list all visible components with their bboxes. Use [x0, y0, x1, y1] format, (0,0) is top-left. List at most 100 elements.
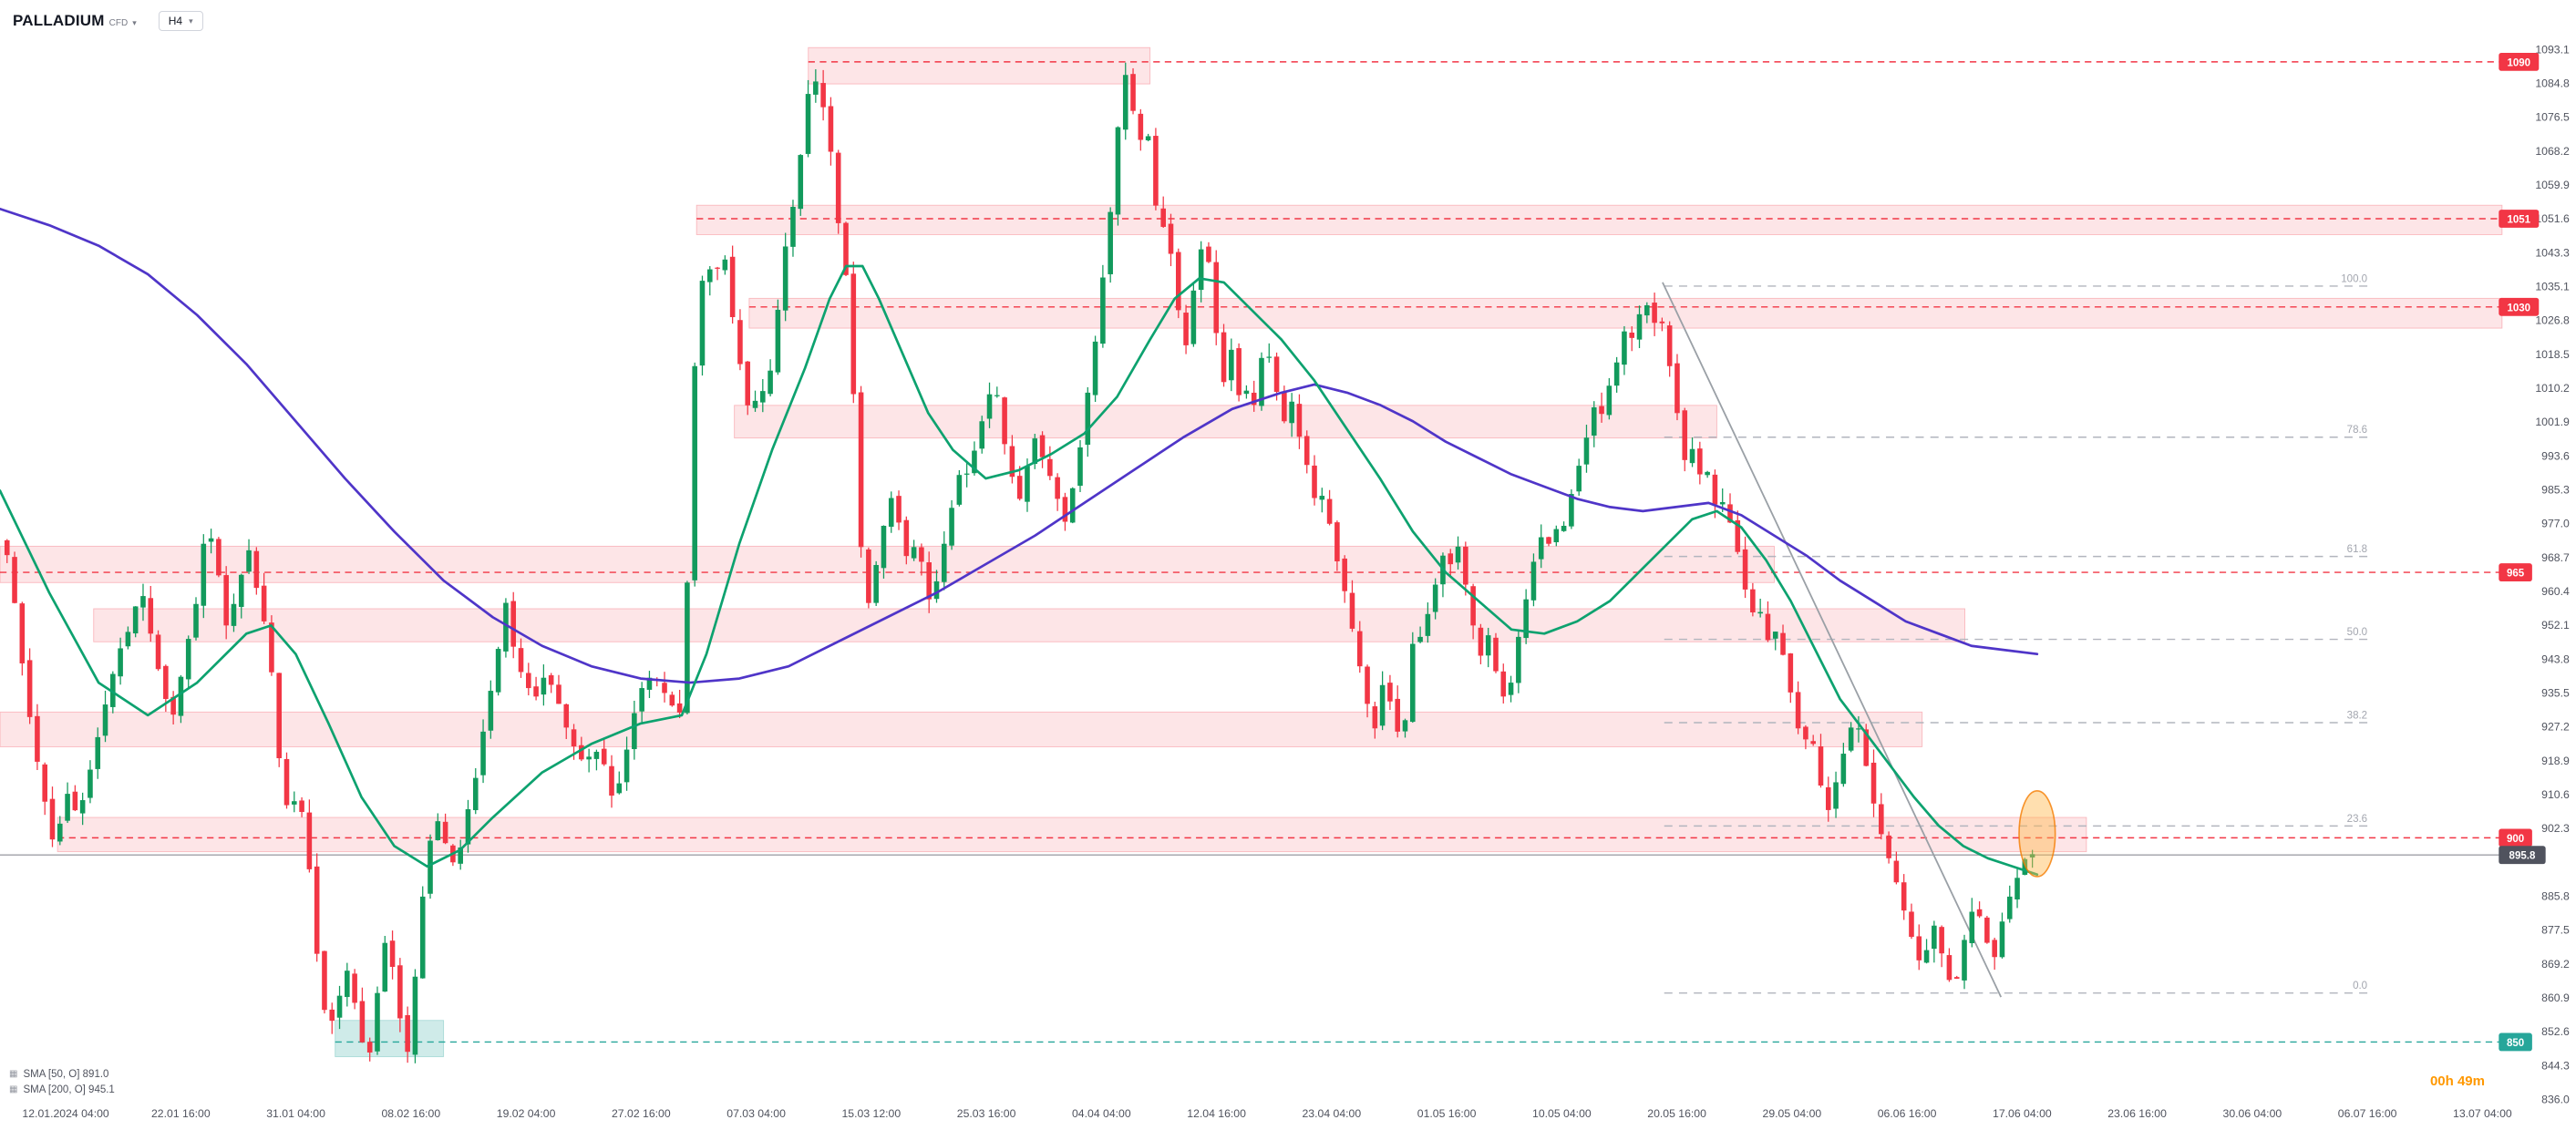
candle-body [745, 361, 751, 406]
chevron-down-icon: ▾ [189, 15, 193, 26]
candle-body [19, 603, 26, 663]
legend-row-sma200[interactable]: ▦ SMA [200, O] 945.1 [9, 1082, 115, 1097]
candle-body [979, 421, 985, 449]
candle-body [1508, 683, 1514, 695]
candle-body [1765, 613, 1771, 641]
y-axis-label: 985.3 [2541, 484, 2570, 497]
candle-body [828, 106, 834, 152]
x-axis-label: 07.03 04:00 [726, 1107, 786, 1120]
candle-body [510, 601, 517, 647]
fibonacci-retracement[interactable]: 100.0 78.6 61.8 50.0 38.2 23.6 0.0 [1664, 273, 2375, 994]
candle-body [1727, 504, 1733, 523]
candle-body [926, 562, 932, 600]
candle-body [412, 976, 418, 1055]
candle-body [843, 222, 849, 275]
candle-body [563, 704, 570, 728]
indicator-icon: ▦ [9, 1084, 18, 1094]
candle-body [336, 995, 343, 1018]
candle-body [1296, 404, 1303, 437]
candle-body [314, 866, 320, 954]
candle-body [231, 603, 237, 626]
symbol-name: PALLADIUM [13, 12, 105, 29]
fib-level-label: 100.0 [2341, 273, 2367, 284]
y-axis-label: 1059.9 [2535, 179, 2570, 191]
trend-line[interactable] [1662, 282, 2003, 998]
resistance-zone[interactable] [808, 46, 1151, 85]
candle-body [261, 585, 267, 622]
price-badge-label: 965 [2507, 569, 2525, 580]
y-axis-label: 1076.5 [2535, 111, 2570, 124]
price-badge [2499, 563, 2532, 581]
candle-body [49, 798, 56, 840]
candle-body [480, 731, 486, 776]
candle-body [1463, 546, 1468, 585]
price-badge-label: 1030 [2507, 303, 2530, 313]
candle-body [1493, 637, 1499, 672]
candle-body [1356, 631, 1363, 667]
resistance-zone[interactable] [748, 297, 2503, 329]
legend-row-sma50[interactable]: ▦ SMA [50, O] 891.0 [9, 1066, 115, 1082]
candle-body [1138, 113, 1144, 140]
price-zones [0, 46, 2503, 1058]
candle-body [715, 267, 720, 269]
timeframe-selector[interactable]: H4 ▾ [158, 11, 203, 31]
y-axis-label: 935.5 [2541, 687, 2570, 700]
candle-body [896, 496, 902, 523]
highlight-ellipse[interactable] [2018, 790, 2056, 878]
candle-body [345, 971, 350, 998]
candle-body [639, 688, 644, 712]
candle-body [329, 1009, 335, 1022]
x-axis-label: 01.05 16:00 [1417, 1107, 1477, 1120]
candle-body [1379, 684, 1386, 726]
candle-body [1750, 589, 1756, 613]
candle-body [269, 622, 274, 673]
candle-body [1092, 341, 1098, 396]
candle-body [986, 394, 993, 419]
sma-50-line [0, 264, 2039, 877]
resistance-zone[interactable] [93, 608, 1965, 642]
candle-body [1470, 586, 1476, 626]
candle-body [632, 713, 637, 750]
candle-body [1410, 643, 1416, 723]
candle-body [1530, 561, 1537, 601]
x-axis-label: 23.06 16:00 [2107, 1107, 2167, 1120]
candle-body [140, 596, 146, 608]
resistance-zone[interactable] [57, 817, 2087, 853]
resistance-zone[interactable] [734, 405, 1717, 439]
candle-body [359, 1001, 366, 1043]
candle-body [72, 791, 78, 811]
candle-body [1909, 911, 1914, 938]
y-axis-label: 1026.8 [2535, 314, 2570, 327]
resistance-zone[interactable] [696, 204, 2503, 235]
y-axis-label: 1035.1 [2535, 281, 2570, 293]
candle-body [322, 950, 327, 1011]
candle-body [1870, 762, 1877, 804]
candle-body [1636, 313, 1643, 340]
candle-body [1622, 331, 1627, 365]
candle-body [2029, 854, 2035, 858]
time-axis[interactable]: 12.01.2024 04:00 22.01 16:00 31.01 04:00 08… [22, 1107, 2511, 1120]
candlesticks[interactable] [4, 62, 2035, 1063]
candle-body [1772, 632, 1778, 639]
candle-body [888, 498, 894, 528]
resistance-zone[interactable] [0, 711, 1923, 747]
candle-body [419, 896, 426, 979]
price-axis[interactable]: 1093.1 1084.8 1076.5 1068.2 1059.9 1051.6 1043… [2535, 43, 2570, 1105]
y-axis-label: 927.2 [2541, 721, 2570, 734]
candle-body [95, 736, 101, 769]
candle-body [1682, 410, 1688, 460]
candle-body [223, 575, 229, 626]
x-axis-label: 12.01.2024 04:00 [22, 1107, 108, 1120]
resistance-zone[interactable] [0, 545, 1775, 583]
candle-body [1032, 438, 1038, 465]
candle-body [178, 676, 184, 716]
fib-level-label: 50.0 [2347, 627, 2367, 638]
symbol-selector[interactable]: PALLADIUM CFD ▾ [13, 12, 137, 30]
support-zone[interactable] [335, 1020, 445, 1058]
x-axis-label: 06.06 16:00 [1878, 1107, 1937, 1120]
y-axis-label: 1043.3 [2535, 246, 2570, 259]
candle-body [148, 598, 154, 634]
candle-body [1183, 313, 1189, 345]
candle-body [706, 269, 713, 282]
